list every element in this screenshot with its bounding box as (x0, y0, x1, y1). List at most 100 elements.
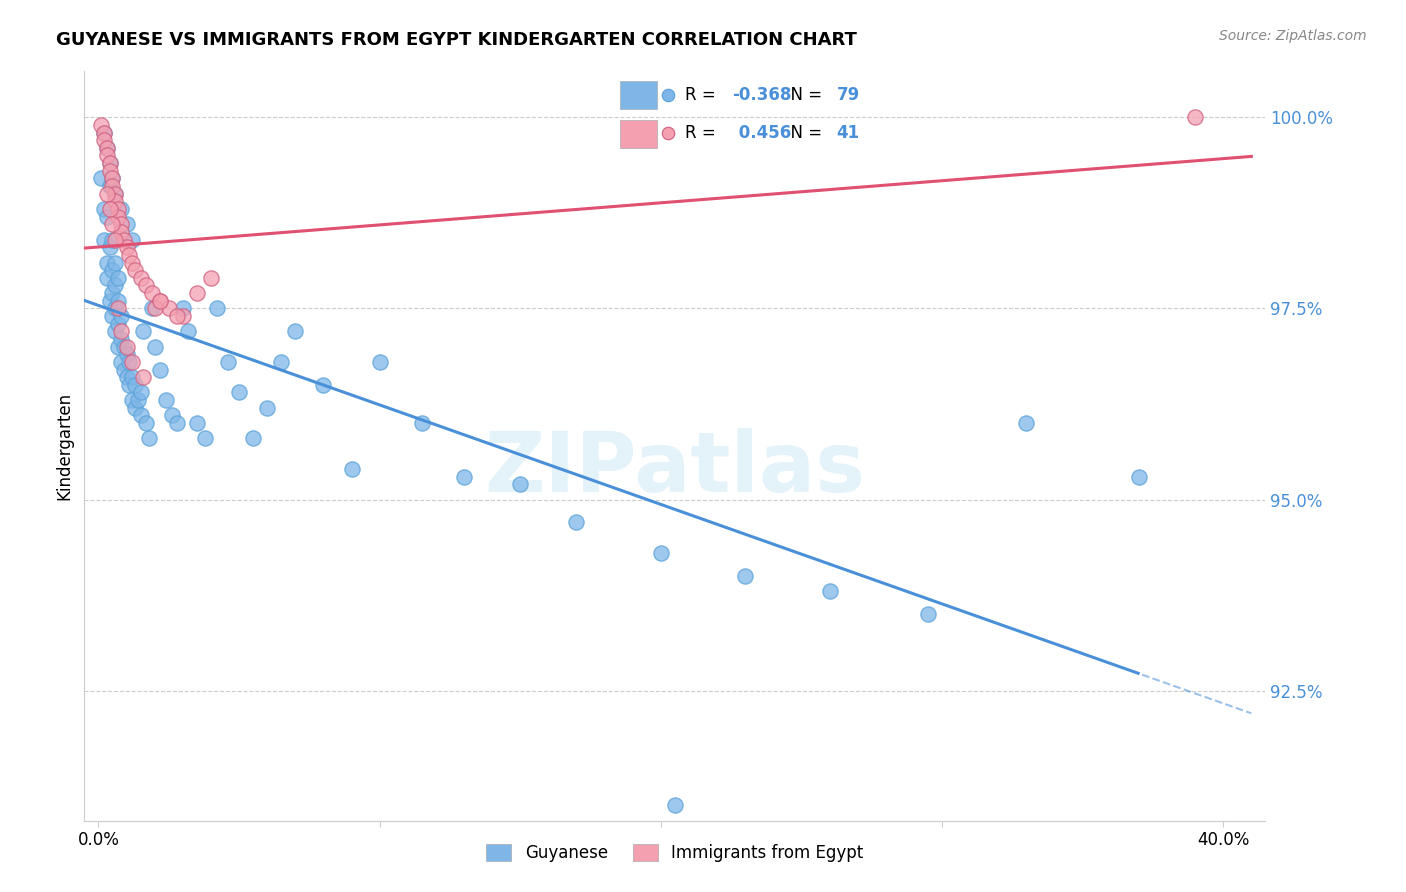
Point (205, 301, 228, 316)
Point (96, 186, 118, 201)
Point (98, 202, 121, 216)
Text: GUYANESE VS IMMIGRANTS FROM EGYPT KINDERGARTEN CORRELATION CHART: GUYANESE VS IMMIGRANTS FROM EGYPT KINDER… (56, 31, 858, 49)
Point (917, 607, 939, 622)
Point (107, 301, 129, 316)
Point (93, 126, 115, 140)
Point (110, 332, 132, 346)
Text: Source: ZipAtlas.com: Source: ZipAtlas.com (1219, 29, 1367, 43)
FancyBboxPatch shape (620, 80, 657, 109)
Text: R =: R = (685, 124, 721, 142)
Point (509, 477, 531, 491)
Point (129, 385, 152, 400)
Point (650, 546, 672, 560)
Point (194, 431, 217, 445)
Text: 41: 41 (837, 124, 859, 142)
FancyBboxPatch shape (620, 120, 657, 147)
Point (110, 355, 132, 369)
Point (453, 469, 475, 483)
Point (93, 202, 115, 216)
Point (101, 233, 124, 247)
Point (101, 286, 124, 301)
Point (228, 385, 250, 400)
Point (121, 255, 143, 269)
Text: 0.456: 0.456 (733, 124, 790, 142)
Point (115, 347, 138, 361)
Point (141, 301, 163, 316)
Point (1128, 469, 1150, 483)
Point (157, 301, 180, 316)
Point (107, 210, 129, 224)
Point (1015, 416, 1038, 430)
Point (98, 163, 121, 178)
Point (101, 179, 124, 194)
Point (107, 293, 129, 308)
Legend: Guyanese, Immigrants from Egypt: Guyanese, Immigrants from Egypt (479, 837, 870, 869)
Point (98, 240, 121, 254)
Point (149, 293, 172, 308)
Point (149, 362, 172, 376)
Point (101, 217, 124, 231)
Point (118, 377, 141, 392)
Point (166, 309, 188, 323)
Point (121, 393, 143, 408)
Text: ZIPatlas: ZIPatlas (485, 428, 865, 509)
Point (107, 340, 129, 354)
Point (104, 194, 127, 209)
Point (115, 217, 138, 231)
Point (110, 225, 132, 239)
Point (172, 301, 194, 316)
Point (101, 171, 124, 186)
Point (200, 270, 222, 285)
Point (96, 255, 118, 269)
Point (256, 401, 278, 415)
Point (96, 148, 118, 162)
Point (172, 309, 194, 323)
Point (129, 270, 152, 285)
Point (90, 171, 112, 186)
Point (242, 431, 264, 445)
Point (312, 377, 335, 392)
Point (93, 233, 115, 247)
Point (411, 416, 433, 430)
Point (132, 370, 155, 384)
Point (121, 370, 143, 384)
Point (664, 798, 686, 813)
Point (138, 431, 160, 445)
Point (112, 340, 135, 354)
Point (141, 286, 163, 301)
Point (115, 370, 138, 384)
Point (96, 141, 118, 155)
Text: N =: N = (780, 87, 828, 104)
Point (368, 355, 391, 369)
Point (284, 324, 307, 338)
Point (124, 377, 146, 392)
Point (340, 462, 363, 476)
Point (104, 301, 127, 316)
Point (101, 263, 124, 277)
Point (818, 584, 841, 599)
Point (160, 409, 183, 423)
Text: -0.368: -0.368 (733, 87, 792, 104)
Point (118, 355, 141, 369)
Point (93, 126, 115, 140)
Point (124, 401, 146, 415)
Point (96, 210, 118, 224)
Point (115, 240, 138, 254)
Point (107, 317, 129, 331)
Point (115, 340, 138, 354)
Point (107, 202, 129, 216)
Point (98, 156, 121, 170)
Point (217, 355, 239, 369)
Point (93, 133, 115, 147)
Point (143, 301, 166, 316)
Point (565, 516, 588, 530)
Point (121, 233, 143, 247)
Point (101, 309, 124, 323)
Point (270, 355, 292, 369)
Point (98, 293, 121, 308)
Point (96, 270, 118, 285)
Text: R =: R = (685, 87, 721, 104)
Point (129, 409, 152, 423)
Point (132, 324, 155, 338)
Point (104, 278, 127, 293)
